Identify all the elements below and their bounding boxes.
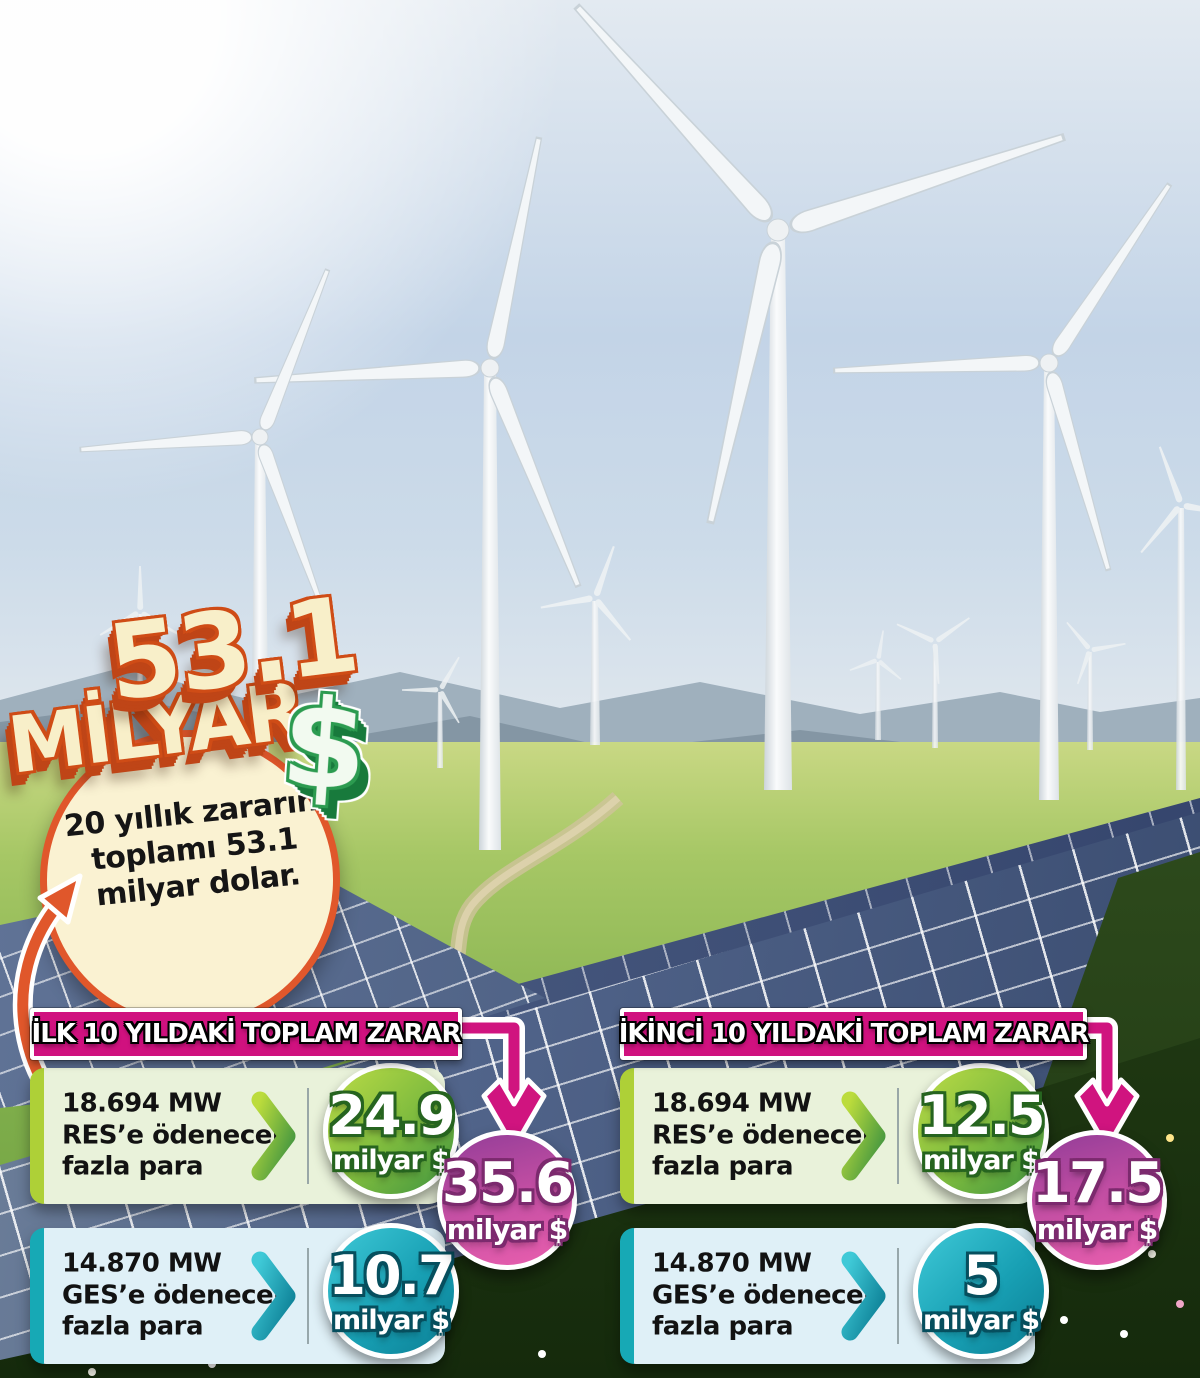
res-value-unit: milyar $ <box>333 1144 450 1176</box>
res-row-accent-bar <box>620 1068 634 1204</box>
res-row-label: 18.694 MW RES’e ödenecek fazla para <box>62 1088 289 1182</box>
res-row: 18.694 MW RES’e ödenecek fazla para 12.5… <box>620 1063 1049 1204</box>
separator-line <box>897 1088 899 1184</box>
res-value-circle: 24.9 milyar $ <box>323 1063 459 1199</box>
wildflower-dots <box>0 0 4 4</box>
total-unit: milyar $ <box>446 1213 569 1246</box>
total-value: 17.5 <box>1031 1151 1164 1216</box>
res-value: 12.5 <box>918 1083 1045 1147</box>
ges-value: 5 <box>963 1243 1001 1307</box>
ges-value: 10.7 <box>328 1243 455 1307</box>
ges-row: 14.870 MW GES’e ödenecek fazla para 5 mi… <box>620 1223 1049 1364</box>
ges-row-label: 14.870 MW GES’e ödenecek fazla para <box>652 1248 880 1342</box>
chevron-right-icon <box>251 1091 296 1181</box>
ges-value-unit: milyar $ <box>333 1304 450 1336</box>
total-circle-second-decade: 17.5 milyar $ <box>1027 1130 1167 1270</box>
separator-line <box>307 1088 309 1184</box>
panel-title-first-decade: İLK 10 YILDAKİ TOPLAM ZARAR <box>30 1008 462 1060</box>
total-value: 35.6 <box>441 1151 574 1216</box>
panel-first-decade: İLK 10 YILDAKİ TOPLAM ZARAR 18.694 MW RE… <box>30 1008 605 1378</box>
ges-row-accent-bar <box>620 1228 634 1364</box>
panel-title-second-decade: İKİNCİ 10 YILDAKİ TOPLAM ZARAR <box>619 1008 1089 1060</box>
ges-value-circle: 5 milyar $ <box>913 1223 1049 1359</box>
ges-value-circle: 10.7 milyar $ <box>323 1223 459 1359</box>
chevron-right-icon <box>841 1251 886 1341</box>
ges-value-unit: milyar $ <box>923 1304 1040 1336</box>
res-value: 24.9 <box>328 1083 455 1147</box>
total-unit: milyar $ <box>1036 1213 1159 1246</box>
chevron-right-icon <box>841 1091 886 1181</box>
separator-line <box>897 1248 899 1344</box>
res-row-accent-bar <box>30 1068 44 1204</box>
dollar-sign-icon: $ <box>277 671 372 819</box>
panel-second-decade: İKİNCİ 10 YILDAKİ TOPLAM ZARAR 18.694 MW… <box>619 1008 1195 1378</box>
headline-note-circle <box>40 730 340 1030</box>
chevron-right-icon <box>251 1251 296 1341</box>
total-circle-first-decade: 35.6 milyar $ <box>437 1130 577 1270</box>
ges-row-accent-bar <box>30 1228 44 1364</box>
sky-background <box>0 0 1200 800</box>
ges-row: 14.870 MW GES’e ödenecek fazla para 10.7… <box>30 1223 459 1364</box>
ges-row-label: 14.870 MW GES’e ödenecek fazla para <box>62 1248 290 1342</box>
res-row-label: 18.694 MW RES’e ödenecek fazla para <box>652 1088 879 1182</box>
separator-line <box>307 1248 309 1344</box>
wind-turbines-illustration <box>78 0 1200 850</box>
res-value-unit: milyar $ <box>923 1144 1040 1176</box>
res-row: 18.694 MW RES’e ödenecek fazla para 24.9… <box>30 1063 459 1204</box>
res-value-circle: 12.5 milyar $ <box>913 1063 1049 1199</box>
